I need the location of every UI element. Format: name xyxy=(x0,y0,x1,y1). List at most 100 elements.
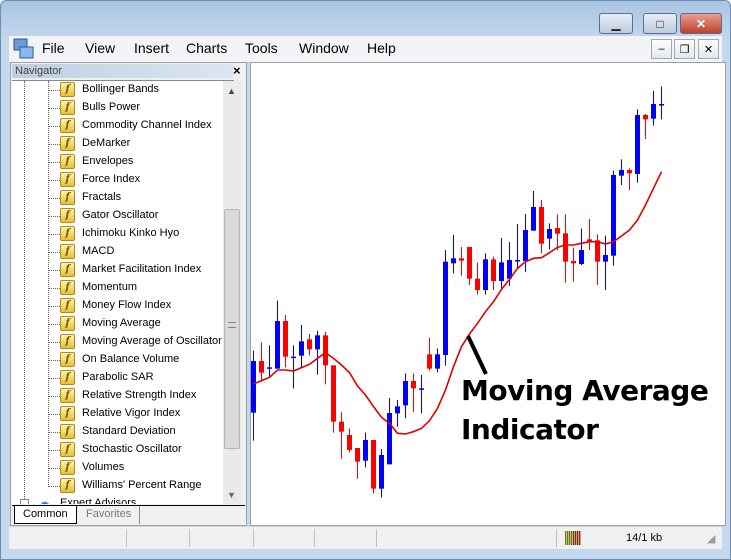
navigator-item[interactable]: f Fractals xyxy=(12,189,234,207)
menu-file[interactable]: File xyxy=(42,40,65,56)
menu-window[interactable]: Window xyxy=(299,40,349,56)
navigator-item-expert-advisors[interactable]: ☁ Expert Advisors xyxy=(12,495,234,504)
navigator-item[interactable]: f Market Facilitation Index xyxy=(12,261,234,279)
navigator-item[interactable]: f Force Index xyxy=(12,171,234,189)
indicator-icon: f xyxy=(60,442,75,457)
navigator-item[interactable]: f Momentum xyxy=(12,279,234,297)
navigator-tree: f Bollinger Bands f Bulls Power f Commodity C… xyxy=(12,80,234,504)
tree-line xyxy=(48,108,60,109)
tree-line xyxy=(48,468,60,469)
navigator-item-label: Volumes xyxy=(82,461,125,473)
navigator-scrollbar[interactable]: ▲ ▼ xyxy=(223,81,241,504)
indicator-icon: f xyxy=(60,298,75,313)
tree-line xyxy=(48,396,60,397)
candle-body xyxy=(603,255,608,262)
navigator-item-label: Money Flow Index xyxy=(82,299,172,311)
candle-body xyxy=(467,247,472,279)
indicator-icon: f xyxy=(60,406,75,421)
candle-body xyxy=(347,435,352,450)
signal-bar xyxy=(565,531,567,545)
menu-tools[interactable]: Tools xyxy=(245,40,278,56)
chart-window[interactable] xyxy=(250,62,726,526)
tree-line xyxy=(48,81,49,485)
navigator-panel: Navigator × f Bollinger Bands f Bulls Power… xyxy=(10,62,247,526)
navigator-item[interactable]: f Bollinger Bands xyxy=(12,81,234,99)
tree-line xyxy=(48,234,60,235)
candle-body xyxy=(523,230,528,261)
navigator-item[interactable]: f Moving Average xyxy=(12,315,234,333)
scrollbar-thumb[interactable] xyxy=(224,209,240,449)
navigator-item[interactable]: f Stochastic Oscillator xyxy=(12,441,234,459)
candle-body xyxy=(371,440,376,489)
tree-line xyxy=(48,180,60,181)
annotation-line2: Indicator xyxy=(461,413,599,446)
indicator-icon: f xyxy=(60,334,75,349)
tree-line xyxy=(48,252,60,253)
navigator-item[interactable]: f Williams' Percent Range xyxy=(12,477,234,495)
navigator-item-label: Moving Average of Oscillator xyxy=(82,335,222,347)
navigator-item[interactable]: f DeMarker xyxy=(12,135,234,153)
navigator-item-label: Fractals xyxy=(82,191,122,203)
indicator-icon: f xyxy=(60,82,75,97)
tab-common[interactable]: Common xyxy=(14,506,77,524)
indicator-icon: f xyxy=(60,316,75,331)
mdi-close-button[interactable]: ✕ xyxy=(698,39,719,59)
minimize-button[interactable]: ▁ xyxy=(599,13,633,34)
scroll-up-icon[interactable]: ▲ xyxy=(227,86,236,96)
tab-favorites[interactable]: Favorites xyxy=(78,506,141,524)
tree-line xyxy=(48,198,60,199)
candle-body xyxy=(579,250,584,264)
navigator-item[interactable]: f Commodity Channel Index xyxy=(12,117,234,135)
tree-line xyxy=(48,486,60,487)
menu-charts[interactable]: Charts xyxy=(186,40,228,56)
navigator-item[interactable]: f Gator Oscillator xyxy=(12,207,234,225)
navigator-item-label: Gator Oscillator xyxy=(82,209,159,221)
tree-line xyxy=(48,90,60,91)
candle-body xyxy=(659,104,664,106)
navigator-item[interactable]: f Parabolic SAR xyxy=(12,369,234,387)
candle-body xyxy=(251,361,256,413)
navigator-item[interactable]: f Standard Deviation xyxy=(12,423,234,441)
navigator-item[interactable]: f Bulls Power xyxy=(12,99,234,117)
navigator-item[interactable]: f Relative Strength Index xyxy=(12,387,234,405)
indicator-icon: f xyxy=(60,370,75,385)
navigator-title: Navigator xyxy=(12,64,233,78)
candle-body xyxy=(315,335,320,350)
candle-body xyxy=(427,354,432,369)
tree-line xyxy=(48,270,60,271)
navigator-item[interactable]: f Volumes xyxy=(12,459,234,477)
navigator-item[interactable]: f On Balance Volume xyxy=(12,351,234,369)
scroll-down-icon[interactable]: ▼ xyxy=(227,490,236,500)
navigator-item-label: Parabolic SAR xyxy=(82,371,154,383)
maximize-button[interactable]: □ xyxy=(643,13,677,34)
tree-line xyxy=(48,360,60,361)
mdi-minimize-button[interactable]: – xyxy=(651,39,672,59)
menu-insert[interactable]: Insert xyxy=(134,40,170,56)
menu-help[interactable]: Help xyxy=(367,40,396,56)
candle-body xyxy=(451,258,456,264)
navigator-close-button[interactable]: × xyxy=(233,63,241,78)
moving-average-line xyxy=(253,171,663,435)
navigator-item[interactable]: f Money Flow Index xyxy=(12,297,234,315)
candle-body xyxy=(627,170,632,174)
indicator-icon: f xyxy=(60,136,75,151)
navigator-item[interactable]: f Ichimoku Kinko Hyo xyxy=(12,225,234,243)
navigator-item-label: Relative Strength Index xyxy=(82,389,197,401)
resize-grip-icon[interactable]: ◢ xyxy=(707,533,716,545)
navigator-item-label: MACD xyxy=(82,245,115,257)
menu-view[interactable]: View xyxy=(85,40,116,56)
mdi-restore-button[interactable]: ❐ xyxy=(674,39,695,59)
navigator-item-label: Stochastic Oscillator xyxy=(82,443,182,455)
candle-body xyxy=(291,356,296,359)
navigator-item[interactable]: f MACD xyxy=(12,243,234,261)
candle-body xyxy=(419,388,424,390)
navigator-item[interactable]: f Relative Vigor Index xyxy=(12,405,234,423)
candle-body xyxy=(443,261,448,355)
connection-status-icon[interactable] xyxy=(565,531,583,545)
indicator-icon: f xyxy=(60,226,75,241)
candle-body xyxy=(547,229,552,239)
navigator-item[interactable]: f Moving Average of Oscillator xyxy=(12,333,234,351)
close-button[interactable]: ✕ xyxy=(680,13,722,34)
navigator-item[interactable]: f Envelopes xyxy=(12,153,234,171)
